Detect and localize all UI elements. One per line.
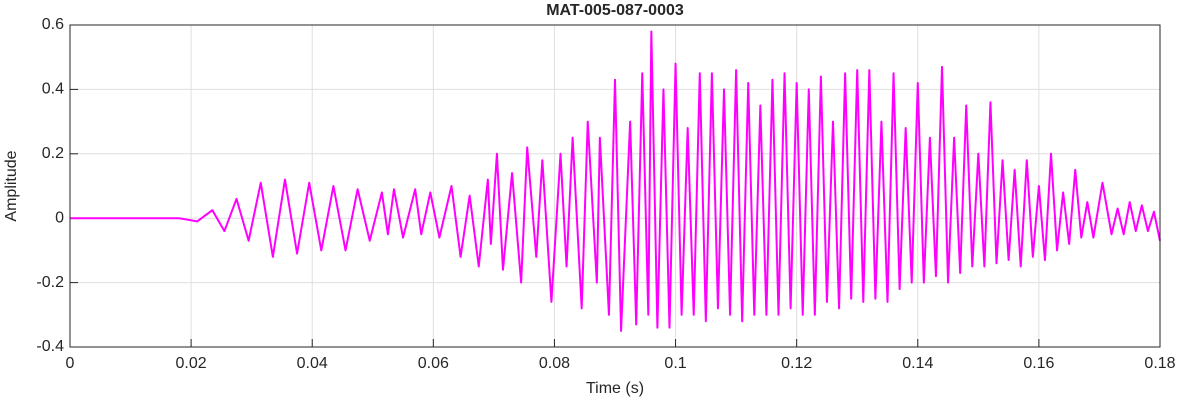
x-tick-label: 0.02 xyxy=(176,355,207,372)
x-tick-label: 0.04 xyxy=(297,355,328,372)
y-tick-label: -0.4 xyxy=(36,338,64,355)
x-tick-label: 0.06 xyxy=(418,355,449,372)
y-tick-label: 0.6 xyxy=(42,16,64,33)
x-tick-label: 0.12 xyxy=(781,355,812,372)
y-tick-label: 0.4 xyxy=(42,81,64,98)
x-axis-label: Time (s) xyxy=(586,380,644,397)
x-tick-label: 0.1 xyxy=(664,355,686,372)
y-tick-label: 0.2 xyxy=(42,145,64,162)
x-tick-label: 0.14 xyxy=(902,355,933,372)
plot-area xyxy=(70,25,1160,347)
x-tick-label: 0.16 xyxy=(1023,355,1054,372)
waveform xyxy=(70,30,1161,332)
x-tick-label: 0.08 xyxy=(539,355,570,372)
axes-box xyxy=(69,24,1161,348)
chart-title: MAT-005-087-0003 xyxy=(546,2,684,19)
y-axis-label: Amplitude xyxy=(3,150,20,221)
x-tick-label: 0.18 xyxy=(1144,355,1175,372)
x-tick-label: 0 xyxy=(66,355,75,372)
y-tick-label: 0 xyxy=(55,209,64,226)
y-tick-label: -0.2 xyxy=(36,274,64,291)
